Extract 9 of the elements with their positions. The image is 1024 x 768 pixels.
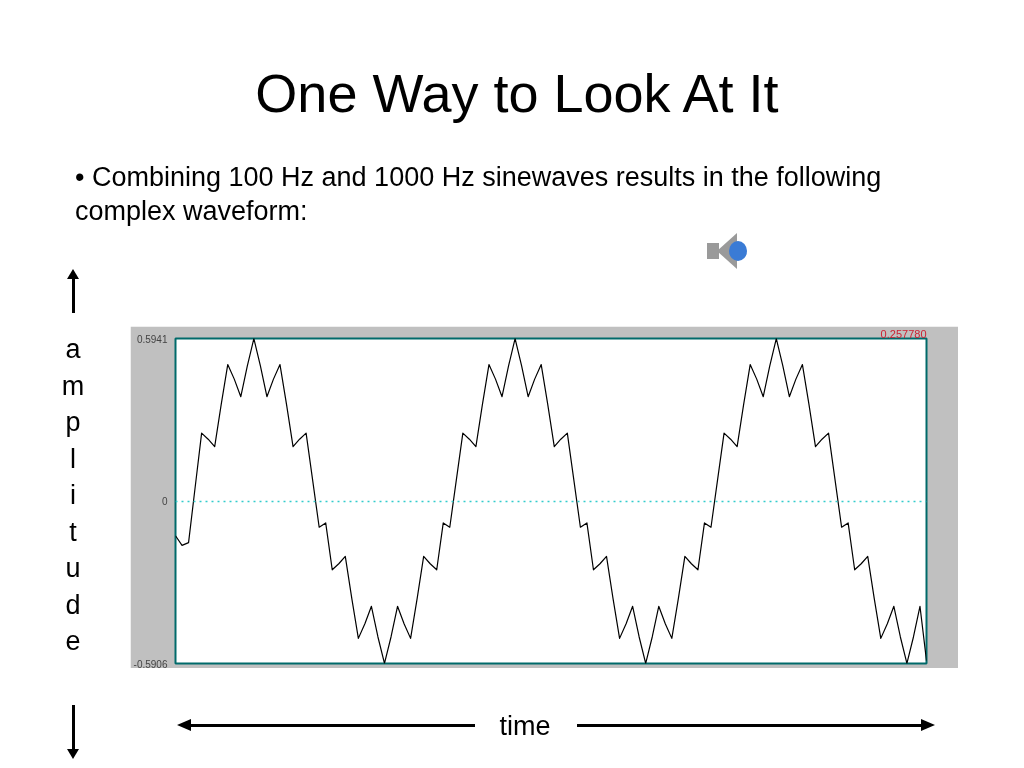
y-tick-label: 0.5941 <box>136 333 168 345</box>
chart-subtitle: • Combining 100 Hz and 1000 Hz sinewaves results in the following complex waveform: <box>75 161 883 228</box>
y-tick-label: -0.5906 <box>133 658 168 670</box>
y-tick-label: 0 <box>161 496 168 508</box>
chart-title: One Way to Look At It <box>254 62 780 125</box>
line-series <box>175 338 927 664</box>
x-axis-title: time <box>498 710 552 743</box>
annotation: 0.257780 <box>880 327 927 340</box>
text: amplitude <box>61 334 85 656</box>
